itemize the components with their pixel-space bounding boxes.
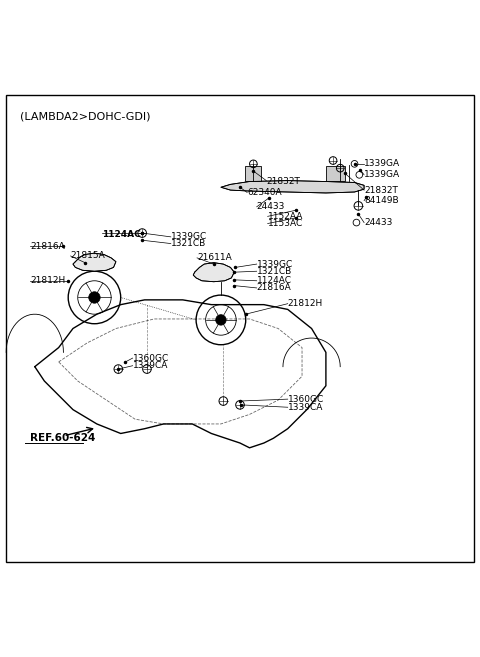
Text: 24433: 24433 (257, 202, 285, 212)
Text: 84149B: 84149B (364, 196, 399, 205)
Circle shape (216, 315, 226, 325)
Text: 1339GA: 1339GA (364, 170, 400, 179)
Text: REF.60-624: REF.60-624 (30, 433, 96, 443)
Text: 1339GA: 1339GA (364, 160, 400, 168)
Text: 1339CA: 1339CA (288, 403, 323, 412)
Text: 21816A: 21816A (30, 242, 65, 251)
Text: 1360GC: 1360GC (132, 353, 169, 363)
Text: 21812H: 21812H (30, 277, 65, 285)
Text: 21832T: 21832T (266, 177, 300, 186)
Text: 21815A: 21815A (71, 252, 105, 260)
Text: 21812H: 21812H (288, 299, 323, 308)
Text: 1153AC: 1153AC (268, 219, 303, 228)
Text: 1124AC: 1124AC (257, 277, 292, 285)
Text: 1321CB: 1321CB (171, 239, 206, 248)
Text: (LAMBDA2>DOHC-GDI): (LAMBDA2>DOHC-GDI) (21, 112, 151, 122)
Text: 21611A: 21611A (197, 254, 232, 262)
Text: 1339GC: 1339GC (257, 260, 293, 269)
Text: 1360GC: 1360GC (288, 395, 324, 403)
Text: 21816A: 21816A (257, 283, 291, 292)
Text: 1152AA: 1152AA (268, 212, 303, 221)
Text: 1339CA: 1339CA (132, 361, 168, 371)
Polygon shape (221, 181, 364, 193)
Text: 62340A: 62340A (247, 188, 282, 197)
Polygon shape (73, 253, 116, 271)
Polygon shape (245, 166, 262, 181)
Text: 24433: 24433 (364, 218, 393, 227)
Circle shape (89, 292, 100, 304)
Polygon shape (193, 263, 234, 282)
Text: 21832T: 21832T (364, 186, 398, 194)
Text: 1321CB: 1321CB (257, 267, 292, 276)
Text: 1339GC: 1339GC (171, 233, 207, 241)
Text: 1124AC: 1124AC (102, 229, 140, 238)
Polygon shape (326, 166, 345, 181)
